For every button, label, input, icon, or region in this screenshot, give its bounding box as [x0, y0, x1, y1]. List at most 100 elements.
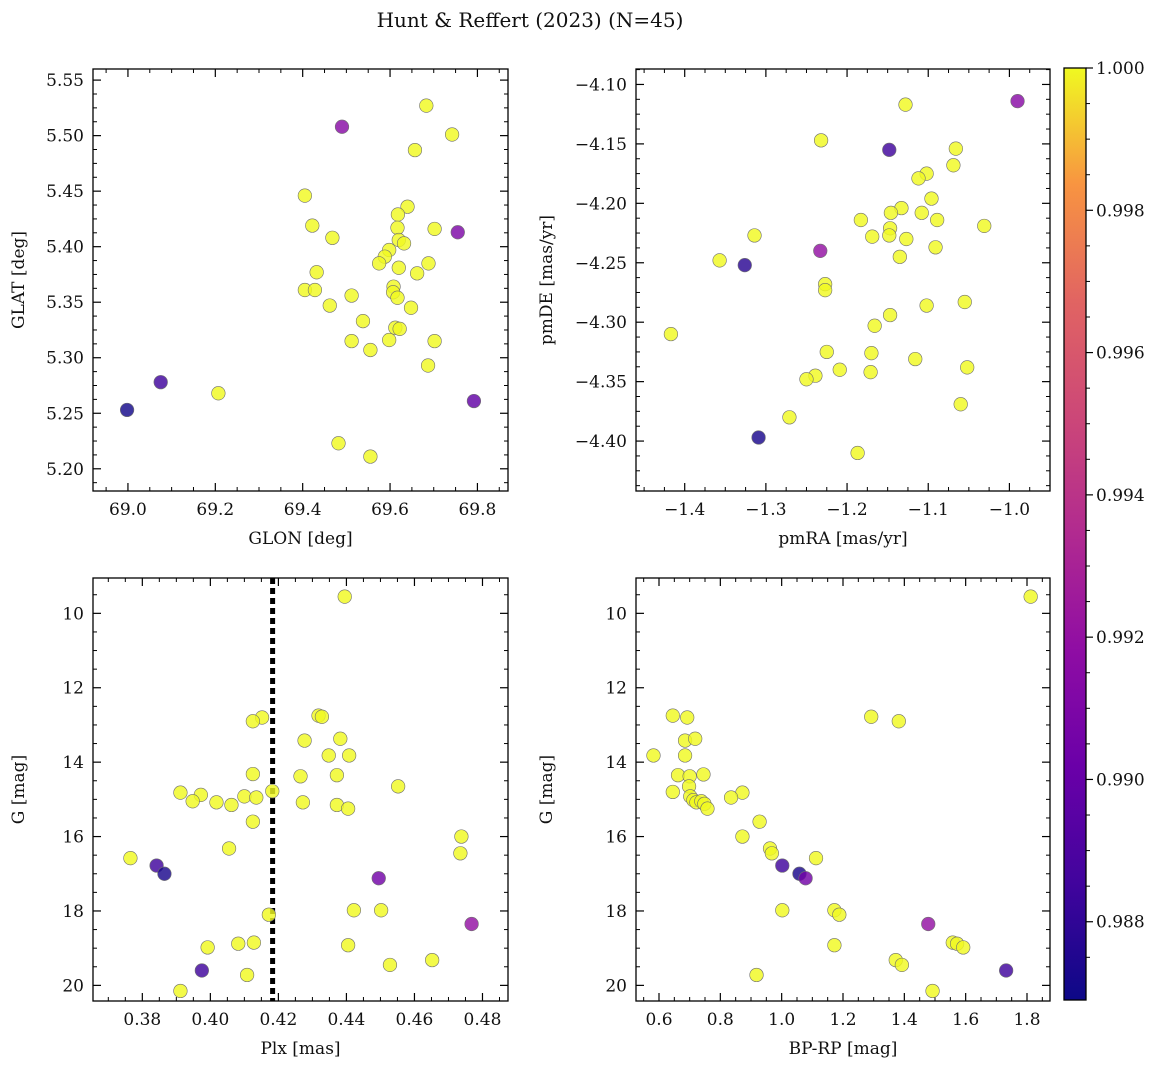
axes-frame: [92, 577, 509, 1002]
axes-frame: [635, 577, 1051, 1002]
scatter-point: [194, 963, 209, 978]
scatter-point: [782, 410, 797, 425]
scatter-point: [305, 218, 320, 233]
scatter-point: [466, 393, 482, 409]
colorbar-tick-label: 0.996: [1096, 344, 1145, 364]
scatter-point: [209, 795, 224, 810]
y-tick-label: 12: [605, 679, 627, 699]
x-axis-label: GLON [deg]: [248, 529, 352, 549]
scatter-point: [407, 142, 423, 158]
panel-2: −1.4 −1.3 −1.2 −1.1 −1.0 −4.40 −4.35 −4.30 −4.25…: [537, 68, 1051, 549]
scatter-point: [813, 243, 828, 258]
x-tick-label: −1.4: [664, 500, 705, 520]
colorbar-tick-label: 1.000: [1096, 59, 1145, 79]
scatter-point: [420, 358, 436, 373]
scatter-point: [1023, 589, 1038, 604]
x-tick-label: −1.3: [745, 500, 786, 520]
scatter-point: [346, 903, 362, 918]
scatter-point: [297, 188, 312, 203]
scatter-point: [1010, 93, 1025, 109]
scatter-point: [245, 714, 260, 729]
scatter-point: [307, 282, 323, 298]
y-axis-label: GLAT [deg]: [9, 231, 29, 329]
axes-frame: [635, 68, 1051, 492]
y-axis-label: pmDE [mas/yr]: [537, 215, 557, 345]
scatter-point: [390, 207, 406, 222]
scatter-point: [342, 748, 357, 763]
colorbar-tick-label: 0.990: [1096, 770, 1145, 790]
scatter-point: [924, 191, 939, 206]
scatter-point: [665, 784, 680, 800]
x-axis-label: BP-RP [mag]: [789, 1039, 898, 1059]
y-tick-label: −4.25: [575, 254, 627, 274]
scatter-point: [239, 967, 255, 983]
scatter-point: [419, 98, 434, 113]
scatter-point: [894, 957, 909, 973]
x-tick-label: 1.6: [952, 1010, 979, 1030]
x-tick-label: 0.48: [464, 1010, 502, 1030]
x-tick-label: 0.8: [707, 1010, 734, 1030]
scatter-point: [775, 858, 790, 873]
y-axis-label: G [mag]: [537, 755, 557, 824]
scatter-point: [891, 714, 906, 729]
y-tick-label: 20: [605, 976, 627, 996]
scatter-point: [751, 430, 766, 445]
scatter-point: [867, 318, 882, 333]
scatter-point: [245, 766, 260, 782]
scatter-point: [321, 748, 336, 763]
scatter-point: [813, 133, 829, 148]
scatter-point: [329, 768, 344, 783]
y-tick-label: 12: [62, 679, 84, 699]
y-tick-label: 16: [62, 828, 84, 848]
x-tick-label: 69.4: [284, 500, 322, 520]
scatter-point: [799, 372, 814, 387]
x-tick-label: 1.0: [768, 1010, 795, 1030]
scatter-point: [688, 731, 703, 746]
scatter-point: [325, 230, 340, 245]
scatter-point: [899, 231, 914, 247]
scatter-point: [390, 220, 405, 235]
scatter-point: [999, 963, 1014, 978]
scatter-point: [185, 794, 200, 809]
scatter-point: [390, 290, 405, 305]
scatter-point: [157, 866, 172, 881]
scatter-point: [928, 240, 943, 255]
scatter-point: [863, 365, 878, 380]
scatter-point: [454, 829, 469, 844]
panel-4: 0.6 0.8 1.0 1.2 1.4 1.6 1.8 10 12 14 16 18 20 BP-RP […: [537, 577, 1051, 1059]
panel-3: 0.38 0.40 0.42 0.44 0.46 0.48 10 12 14 16 18 20 Plx …: [9, 577, 509, 1059]
scatter-point: [930, 212, 945, 228]
y-tick-label: 5.35: [46, 293, 84, 313]
x-tick-label: 1.4: [891, 1010, 918, 1030]
scatter-point: [749, 967, 764, 983]
scatter-point: [224, 797, 239, 813]
scatter-point: [665, 708, 680, 723]
x-axis-label: pmRA [mas/yr]: [778, 529, 907, 549]
scatter-point: [832, 907, 847, 922]
scatter-point: [883, 205, 898, 220]
scatter-point: [341, 938, 356, 953]
scatter-point: [337, 589, 352, 604]
x-tick-label: 69.2: [196, 500, 234, 520]
colorbar-tick-label: 0.998: [1096, 201, 1145, 221]
scatter-point: [334, 119, 350, 134]
y-tick-label: −4.15: [575, 135, 627, 155]
y-tick-label: 5.30: [46, 349, 84, 369]
scatter-point: [819, 344, 834, 360]
scatter-point: [677, 748, 693, 763]
scatter-point: [322, 298, 337, 313]
scatter-point: [712, 253, 727, 268]
scatter-point: [977, 218, 992, 234]
y-tick-label: −4.10: [575, 75, 627, 95]
scatter-point: [646, 748, 661, 763]
y-tick-label: −4.35: [575, 373, 627, 393]
scatter-point: [371, 871, 386, 886]
y-tick-label: 14: [62, 753, 84, 773]
scatter-point: [396, 236, 412, 251]
y-tick-label: 20: [62, 976, 84, 996]
scatter-point: [392, 321, 407, 336]
y-tick-label: −4.30: [575, 313, 627, 333]
scatter-point: [808, 851, 824, 866]
y-tick-label: −4.40: [575, 432, 627, 452]
